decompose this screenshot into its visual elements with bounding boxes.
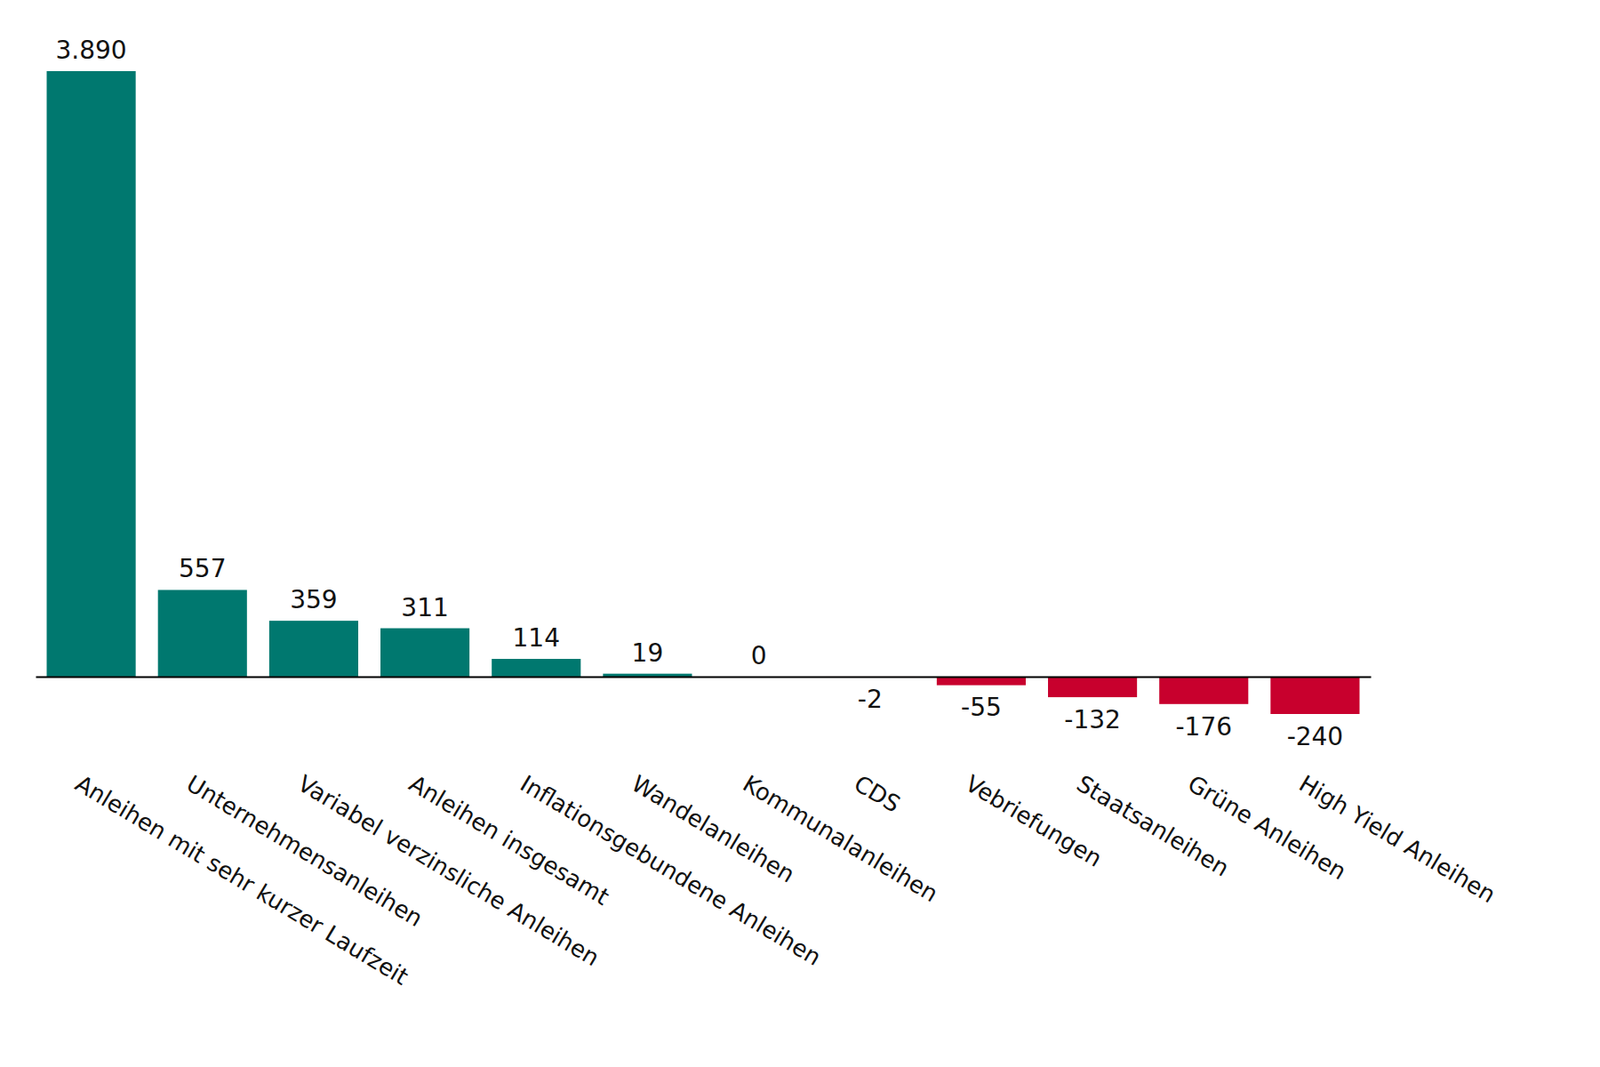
data-label: -176: [1175, 712, 1232, 742]
x-tick: Unternehmensanleihen: [182, 676, 428, 932]
data-label: -132: [1064, 704, 1121, 735]
bar: [1270, 676, 1360, 714]
x-tick: CDS: [849, 676, 905, 818]
data-label: 3.890: [55, 35, 127, 65]
bar: [380, 628, 470, 677]
chart: Anleihen mit sehr kurzer LaufzeitUnterne…: [0, 0, 1600, 1067]
bar: [269, 620, 359, 677]
bar: [158, 589, 248, 677]
x-tick: High Yield Anleihen: [1294, 676, 1500, 908]
data-label: 359: [289, 584, 337, 615]
x-tick: Kommunalanleihen: [738, 676, 944, 908]
x-axis-line: [36, 675, 1372, 678]
x-tick-label: Kommunalanleihen: [738, 769, 944, 908]
x-tick: Variabel verzinsliche Anleihen: [293, 676, 604, 971]
data-label: -2: [857, 684, 883, 714]
data-label: 114: [512, 623, 560, 653]
x-tick-label: High Yield Anleihen: [1294, 769, 1500, 908]
data-label: 0: [751, 640, 768, 671]
data-label: 557: [178, 553, 226, 584]
bar: [1048, 676, 1137, 697]
data-labels: 3.890 557 359 311 114 19 0 -2 -55 -132 -176 -240: [55, 35, 1344, 752]
bar: [491, 658, 581, 677]
data-label: 19: [632, 638, 664, 668]
bars: [47, 71, 1360, 714]
data-label: -240: [1287, 721, 1344, 752]
data-label: 311: [400, 592, 448, 623]
bar: [47, 71, 136, 677]
x-tick-label: Anleihen insgesamt: [404, 769, 614, 911]
x-tick: Anleihen insgesamt: [404, 676, 614, 911]
x-tick: Inflationsgebundene Anleihen: [515, 676, 826, 971]
x-tick-label: CDS: [849, 769, 905, 818]
data-label: -55: [960, 692, 1002, 722]
x-axis: Anleihen mit sehr kurzer LaufzeitUnterne…: [36, 676, 1501, 991]
bar: [1159, 676, 1248, 704]
